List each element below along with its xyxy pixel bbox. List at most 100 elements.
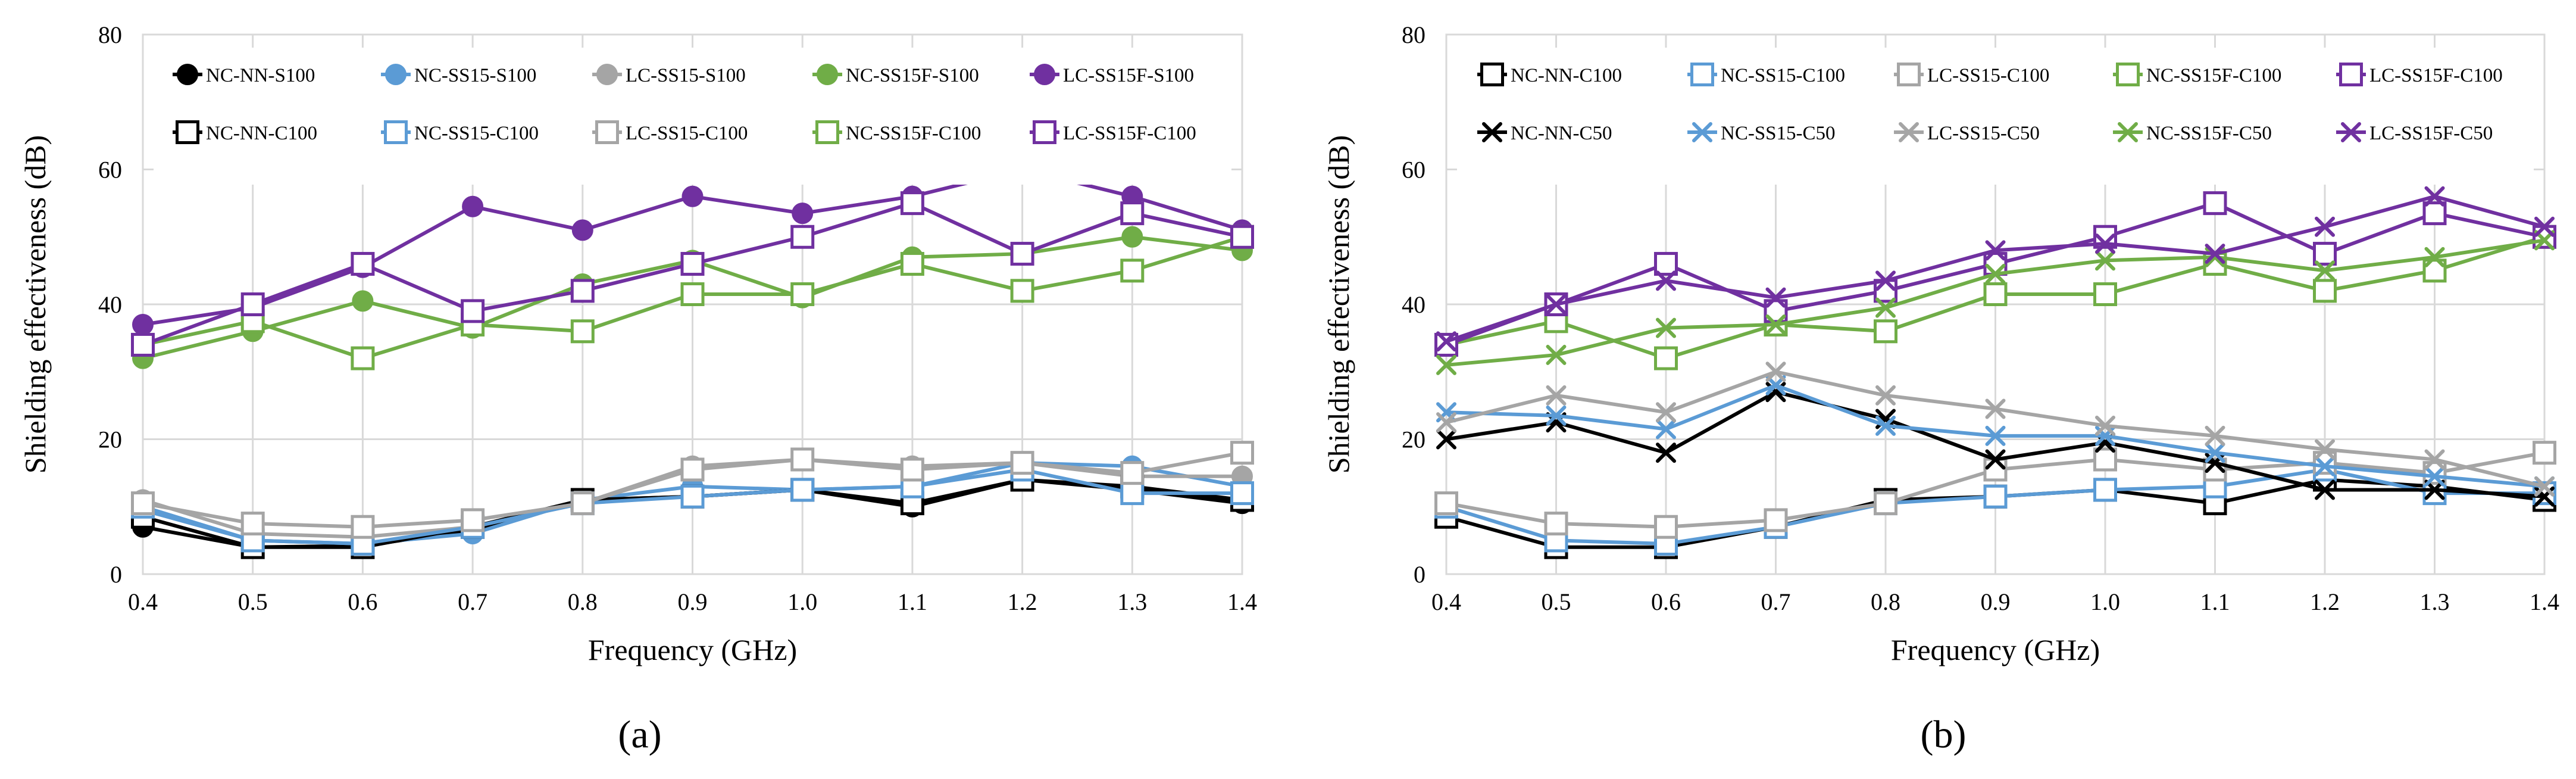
data-point-nc-ss15f-c100-b-8 bbox=[2313, 279, 2337, 303]
data-point-lc-ss15-c100-a-3 bbox=[461, 508, 485, 532]
data-point-lc-ss15-c100-b-2 bbox=[1654, 515, 1678, 539]
x-tick-label-a-5: 0.9 bbox=[678, 588, 708, 615]
legend-label-nc-nn-c100-b: NC-NN-C100 bbox=[1511, 65, 1622, 86]
legend-marker-nc-nn-s100-a bbox=[177, 64, 198, 85]
legend-marker-nc-ss15f-c50-b bbox=[2118, 122, 2138, 142]
data-point-lc-ss15f-c50-b-3 bbox=[1765, 287, 1786, 308]
x-tick-label-a-0: 0.4 bbox=[128, 588, 158, 615]
data-point-lc-ss15-c50-b-7 bbox=[2205, 425, 2225, 446]
data-point-lc-ss15f-c50-b-6 bbox=[2095, 233, 2115, 254]
legend-marker-lc-ss15f-s100-a bbox=[1034, 64, 1055, 85]
data-point-lc-ss15f-c100-a-2 bbox=[351, 252, 375, 276]
data-point-nc-ss15f-c100-a-5 bbox=[680, 282, 705, 307]
data-point-lc-ss15f-s100-a-3 bbox=[462, 195, 484, 217]
series-lc-ss15f-c100-a bbox=[131, 191, 1254, 357]
data-point-nc-ss15f-c50-b-8 bbox=[2315, 260, 2335, 281]
x-axis-label-a: Frequency (GHz) bbox=[588, 633, 797, 666]
data-point-lc-ss15-c100-a-9 bbox=[1120, 461, 1145, 485]
x-tick-label-b-10: 1.4 bbox=[2530, 588, 2559, 615]
legend-marker-nc-nn-c50-b bbox=[1482, 122, 1502, 142]
plot-frame-b bbox=[1445, 33, 2546, 575]
legend-label-nc-ss15f-s100-a: NC-SS15F-S100 bbox=[846, 65, 979, 86]
x-tick-label-b-1: 0.5 bbox=[1542, 588, 1571, 615]
data-point-lc-ss15f-c50-b-9 bbox=[2424, 186, 2445, 207]
data-point-nc-ss15-c50-b-8 bbox=[2315, 456, 2335, 476]
data-point-nc-ss15-c100-a-5 bbox=[680, 484, 705, 509]
data-point-lc-ss15f-c100-a-10 bbox=[1230, 225, 1254, 249]
data-point-nc-ss15-c100-a-9 bbox=[1120, 481, 1145, 506]
data-point-lc-ss15f-c50-b-5 bbox=[1985, 240, 2006, 261]
x-tick-label-a-6: 1.0 bbox=[787, 588, 817, 615]
data-point-lc-ss15f-c100-a-3 bbox=[461, 299, 485, 323]
x-tick-label-b-2: 0.6 bbox=[1651, 588, 1681, 615]
x-tick-label-a-2: 0.6 bbox=[348, 588, 377, 615]
data-point-lc-ss15f-c100-a-1 bbox=[240, 292, 265, 316]
data-point-nc-ss15f-s100-a-9 bbox=[1121, 226, 1143, 248]
series-lc-ss15-c100-a bbox=[131, 441, 1254, 539]
y-tick-label-b-0: 0 bbox=[1414, 561, 1425, 588]
x-tick-label-a-7: 1.1 bbox=[898, 588, 927, 615]
legend-marker-nc-nn-c100-b bbox=[1480, 63, 1504, 86]
y-axis-label-a: Shielding effectiveness (dB) bbox=[18, 135, 52, 473]
data-point-nc-ss15-c50-b-1 bbox=[1546, 405, 1567, 426]
y-tick-label-a-0: 0 bbox=[110, 561, 122, 588]
data-point-lc-ss15-c100-b-6 bbox=[2093, 447, 2117, 472]
x-tick-label-b-6: 1.0 bbox=[2090, 588, 2120, 615]
data-point-nc-ss15f-c100-b-6 bbox=[2093, 282, 2117, 307]
legend-label-lc-ss15-c100-a: LC-SS15-C100 bbox=[626, 123, 748, 144]
legend-marker-nc-ss15-s100-a bbox=[385, 64, 407, 85]
legend-label-nc-ss15f-c50-b: NC-SS15F-C50 bbox=[2146, 123, 2272, 144]
legend-marker-nc-ss15-c50-b bbox=[1692, 122, 1712, 142]
legend-label-nc-nn-s100-a: NC-NN-S100 bbox=[206, 65, 315, 86]
data-point-nc-ss15-c50-b-5 bbox=[1985, 425, 2006, 446]
data-point-lc-ss15-c50-b-10 bbox=[2534, 476, 2555, 497]
data-point-lc-ss15-c50-b-2 bbox=[1656, 402, 1676, 423]
chart-panel-b: 0.4 0.5 0.6 0.7 0.8 0.9 1.0 1.1 1.2 1.3 1.4 0 20 40 60… bbox=[1322, 21, 2559, 756]
y-tick-label-a-3: 60 bbox=[98, 157, 122, 183]
legend-label-lc-ss15f-c100-b: LC-SS15F-C100 bbox=[2369, 65, 2503, 86]
data-point-lc-ss15f-c100-a-5 bbox=[680, 252, 705, 276]
data-point-lc-ss15-c100-b-1 bbox=[1544, 512, 1568, 536]
data-point-lc-ss15-c50-b-5 bbox=[1985, 398, 2006, 419]
data-point-lc-ss15f-c100-a-8 bbox=[1010, 242, 1034, 266]
data-point-nc-ss15f-c50-b-9 bbox=[2424, 247, 2445, 267]
data-point-lc-ss15-c100-a-7 bbox=[900, 457, 924, 482]
data-point-lc-ss15-c100-a-10 bbox=[1230, 441, 1254, 465]
data-point-lc-ss15f-c100-b-8 bbox=[2313, 242, 2337, 266]
legend-label-nc-ss15f-c100-b: NC-SS15F-C100 bbox=[2146, 65, 2281, 86]
data-point-lc-ss15f-c100-b-10 bbox=[2533, 225, 2556, 249]
data-point-nc-ss15-c100-a-6 bbox=[790, 478, 815, 502]
y-tick-label-a-2: 40 bbox=[98, 291, 122, 318]
legend-label-nc-ss15-c100-a: NC-SS15-C100 bbox=[414, 123, 539, 144]
chart-panel-a: 0.4 0.5 0.6 0.7 0.8 0.9 1.0 1.1 1.2 1.3 1.4 0 20 40 60… bbox=[18, 21, 1257, 756]
data-point-nc-ss15f-c50-b-2 bbox=[1656, 317, 1676, 338]
data-point-nc-ss15f-c100-a-8 bbox=[1010, 279, 1034, 303]
data-point-lc-ss15-c100-b-3 bbox=[1764, 508, 1788, 532]
data-point-lc-ss15-c100-a-8 bbox=[1010, 451, 1034, 475]
data-point-nc-ss15f-c100-b-5 bbox=[1983, 282, 2008, 307]
data-point-nc-ss15f-s100-a-2 bbox=[352, 290, 374, 312]
data-point-nc-nn-c50-b-8 bbox=[2315, 479, 2335, 500]
data-point-lc-ss15-c50-b-6 bbox=[2095, 415, 2115, 436]
x-tick-label-a-8: 1.2 bbox=[1008, 588, 1037, 615]
legend-label-lc-ss15f-c50-b: LC-SS15F-C50 bbox=[2369, 123, 2493, 144]
legend-marker-nc-ss15-c100-a bbox=[384, 120, 408, 144]
x-tick-label-b-9: 1.3 bbox=[2420, 588, 2450, 615]
data-point-lc-ss15f-c50-b-10 bbox=[2534, 216, 2555, 237]
legend-label-nc-nn-c50-b: NC-NN-C50 bbox=[1511, 123, 1612, 144]
y-tick-label-a-1: 20 bbox=[98, 426, 122, 453]
data-point-lc-ss15-c50-b-9 bbox=[2424, 449, 2445, 470]
data-point-nc-ss15-c100-b-5 bbox=[1983, 484, 2008, 509]
legend-marker-lc-ss15-s100-a bbox=[596, 64, 618, 85]
x-axis-label-b: Frequency (GHz) bbox=[1891, 633, 2100, 666]
legend-label-lc-ss15f-s100-a: LC-SS15F-S100 bbox=[1063, 65, 1194, 86]
x-tick-label-b-3: 0.7 bbox=[1761, 588, 1791, 615]
legend-marker-lc-ss15f-c100-a bbox=[1033, 120, 1056, 144]
data-point-nc-ss15f-c50-b-1 bbox=[1546, 344, 1567, 365]
series-nc-ss15f-c50-b bbox=[1436, 230, 2555, 375]
data-point-nc-ss15f-c100-a-6 bbox=[790, 282, 815, 307]
data-point-nc-ss15f-c50-b-6 bbox=[2095, 250, 2115, 271]
data-point-lc-ss15-c50-b-0 bbox=[1436, 412, 1456, 433]
legend-marker-lc-ss15-c50-b bbox=[1899, 122, 1919, 142]
data-point-nc-ss15-c50-b-2 bbox=[1656, 419, 1676, 440]
